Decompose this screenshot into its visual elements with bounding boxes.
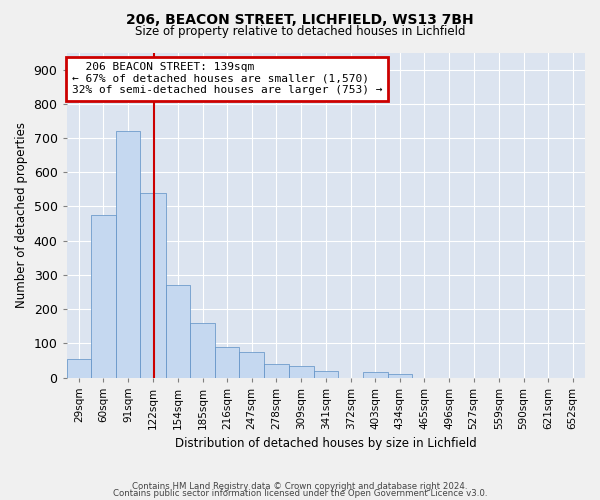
Bar <box>363 372 388 378</box>
Text: Contains HM Land Registry data © Crown copyright and database right 2024.: Contains HM Land Registry data © Crown c… <box>132 482 468 491</box>
Bar <box>215 346 239 378</box>
Bar <box>239 352 264 378</box>
Bar <box>264 364 289 378</box>
Text: Size of property relative to detached houses in Lichfield: Size of property relative to detached ho… <box>135 25 465 38</box>
Bar <box>314 370 338 378</box>
Text: Contains public sector information licensed under the Open Government Licence v3: Contains public sector information licen… <box>113 490 487 498</box>
Text: 206, BEACON STREET, LICHFIELD, WS13 7BH: 206, BEACON STREET, LICHFIELD, WS13 7BH <box>126 12 474 26</box>
Bar <box>388 374 412 378</box>
Bar <box>116 131 140 378</box>
X-axis label: Distribution of detached houses by size in Lichfield: Distribution of detached houses by size … <box>175 437 476 450</box>
Bar <box>67 358 91 378</box>
Bar <box>166 285 190 378</box>
Bar <box>140 193 166 378</box>
Text: 206 BEACON STREET: 139sqm  
← 67% of detached houses are smaller (1,570)
32% of : 206 BEACON STREET: 139sqm ← 67% of detac… <box>72 62 382 96</box>
Bar <box>289 366 314 378</box>
Bar <box>190 323 215 378</box>
Y-axis label: Number of detached properties: Number of detached properties <box>15 122 28 308</box>
Bar <box>91 215 116 378</box>
